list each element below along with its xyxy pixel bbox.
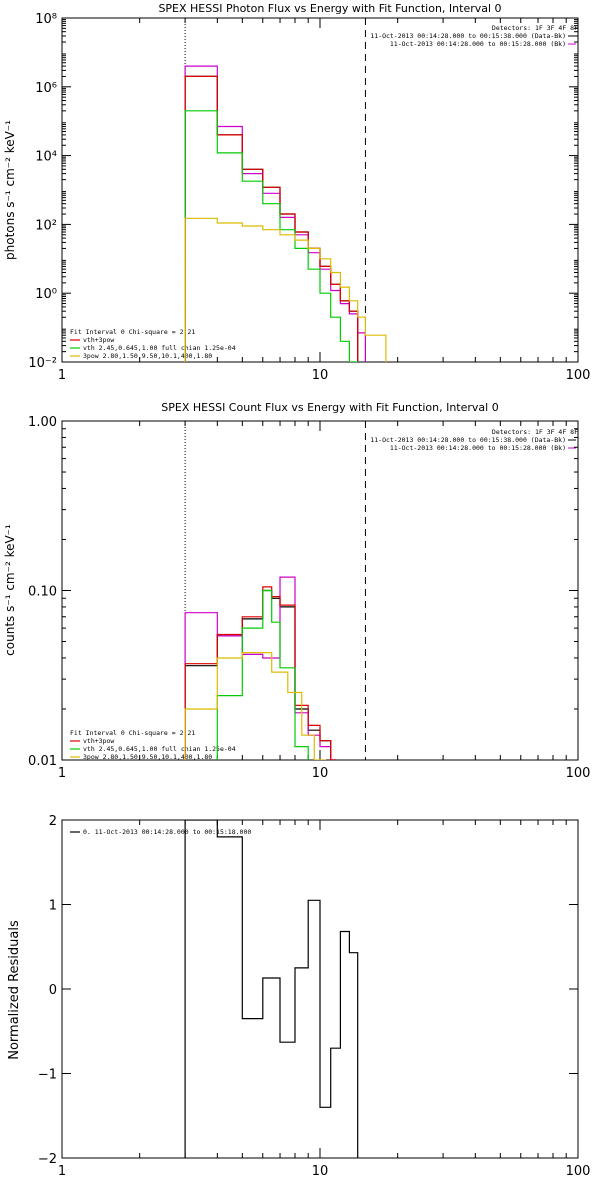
photon-flux-legend-label: 3pow 2.80,1.50,9.50,10.1,400,1.80 bbox=[83, 352, 212, 360]
residuals-x-tick-label: 100 bbox=[566, 1164, 591, 1179]
photon-flux-y-tick-label: 10⁸ bbox=[35, 12, 57, 27]
count-flux-title: SPEX HESSI Count Flux vs Energy with Fit… bbox=[161, 401, 498, 414]
residuals-ylabel: Normalized Residuals bbox=[7, 920, 22, 1060]
photon-flux-panel: SPEX HESSI Photon Flux vs Energy with Fi… bbox=[3, 2, 590, 383]
photon-flux-time-label: 11-Oct-2013 00:14:28.000 to 00:15:28.000… bbox=[390, 40, 566, 48]
photon-flux-y-tick-label: 10⁻² bbox=[28, 356, 57, 371]
residuals-panel: Normalized Residuals 0. 11-Oct-2013 00:1… bbox=[7, 814, 590, 1179]
count-flux-y-tick-label: 0.01 bbox=[28, 754, 57, 769]
photon-flux-series-4 bbox=[184, 217, 387, 362]
count-flux-legend-label: vth+3pow bbox=[83, 737, 114, 745]
photon-flux-ylabel: photons s⁻¹ cm⁻² keV⁻¹ bbox=[3, 120, 17, 260]
count-flux-detectors-label: Detectors: 1F 3F 4F 8F bbox=[492, 428, 578, 436]
photon-flux-y-tick-label: 10⁰ bbox=[35, 287, 57, 302]
count-flux-legend: Fit Interval 0 Chi-square = 2.21 vth+3po… bbox=[70, 729, 236, 761]
count-flux-legend-header: Fit Interval 0 Chi-square = 2.21 bbox=[70, 729, 195, 737]
count-flux-series-4 bbox=[184, 652, 327, 760]
residuals-series-0 bbox=[184, 820, 359, 1158]
count-flux-y-tick-label: 0.10 bbox=[28, 585, 57, 600]
count-flux-panel: SPEX HESSI Count Flux vs Energy with Fit… bbox=[3, 401, 591, 781]
residuals-y-tick-label: −2 bbox=[38, 1152, 57, 1167]
photon-flux-title: SPEX HESSI Photon Flux vs Energy with Fi… bbox=[158, 2, 501, 15]
photon-flux-legend-label: vth 2.45,0.645,1.00 full chian 1.25e-04 bbox=[83, 344, 236, 352]
residuals-legend: 0. 11-Oct-2013 00:14:28.000 to 00:15:18.… bbox=[70, 828, 251, 836]
count-flux-time-label: 11-Oct-2013 00:14:28.000 to 00:15:38.000… bbox=[370, 436, 566, 444]
count-flux-x-tick-label: 100 bbox=[566, 766, 591, 781]
residuals-x-tick-label: 1 bbox=[58, 1164, 66, 1179]
photon-flux-x-tick-label: 1 bbox=[58, 368, 66, 383]
count-flux-x-tick-label: 10 bbox=[312, 766, 329, 781]
residuals-y-tick-label: −1 bbox=[38, 1068, 57, 1083]
count-flux-ylabel: counts s⁻¹ cm⁻² keV⁻¹ bbox=[3, 524, 17, 656]
count-flux-x-tick-label: 1 bbox=[58, 766, 66, 781]
count-flux-legend-label: 3pow 2.80,1.50,9.50,10.1,400,1.80 bbox=[83, 753, 212, 761]
photon-flux-series-2 bbox=[184, 75, 359, 362]
residuals-x-tick-label: 10 bbox=[312, 1164, 329, 1179]
photon-flux-legend-label: vth+3pow bbox=[83, 336, 114, 344]
count-flux-legend-label: vth 2.45,0.645,1.00 full chian 1.25e-04 bbox=[83, 745, 236, 753]
residuals-y-tick-label: 0 bbox=[49, 983, 57, 998]
photon-flux-legend-header: Fit Interval 0 Chi-square = 2.21 bbox=[70, 328, 195, 336]
photon-flux-y-tick-label: 10² bbox=[35, 218, 57, 233]
count-flux-y-tick-label: 1.00 bbox=[28, 415, 57, 430]
photon-flux-x-tick-label: 10 bbox=[312, 368, 329, 383]
photon-flux-time-labels: 11-Oct-2013 00:14:28.000 to 00:15:38.000… bbox=[370, 32, 576, 48]
photon-flux-legend: Fit Interval 0 Chi-square = 2.21 vth+3po… bbox=[70, 328, 236, 360]
photon-flux-x-tick-label: 100 bbox=[566, 368, 591, 383]
photon-flux-series-3 bbox=[184, 110, 359, 362]
photon-flux-detectors-label: Detectors: 1F 3F 4F 8F bbox=[492, 24, 578, 32]
count-flux-series-3 bbox=[216, 589, 309, 760]
photon-flux-y-tick-label: 10⁴ bbox=[35, 150, 57, 165]
count-flux-time-labels: 11-Oct-2013 00:14:28.000 to 00:15:38.000… bbox=[370, 436, 576, 452]
photon-flux-time-label: 11-Oct-2013 00:14:28.000 to 00:15:38.000… bbox=[370, 32, 566, 40]
residuals-legend-label: 0. 11-Oct-2013 00:14:28.000 to 00:15:18.… bbox=[83, 828, 251, 836]
residuals-y-tick-label: 1 bbox=[49, 899, 57, 914]
count-flux-time-label: 11-Oct-2013 00:14:28.000 to 00:15:28.000… bbox=[390, 444, 566, 452]
residuals-y-tick-label: 2 bbox=[49, 814, 57, 829]
photon-flux-y-tick-label: 10⁶ bbox=[35, 81, 57, 96]
